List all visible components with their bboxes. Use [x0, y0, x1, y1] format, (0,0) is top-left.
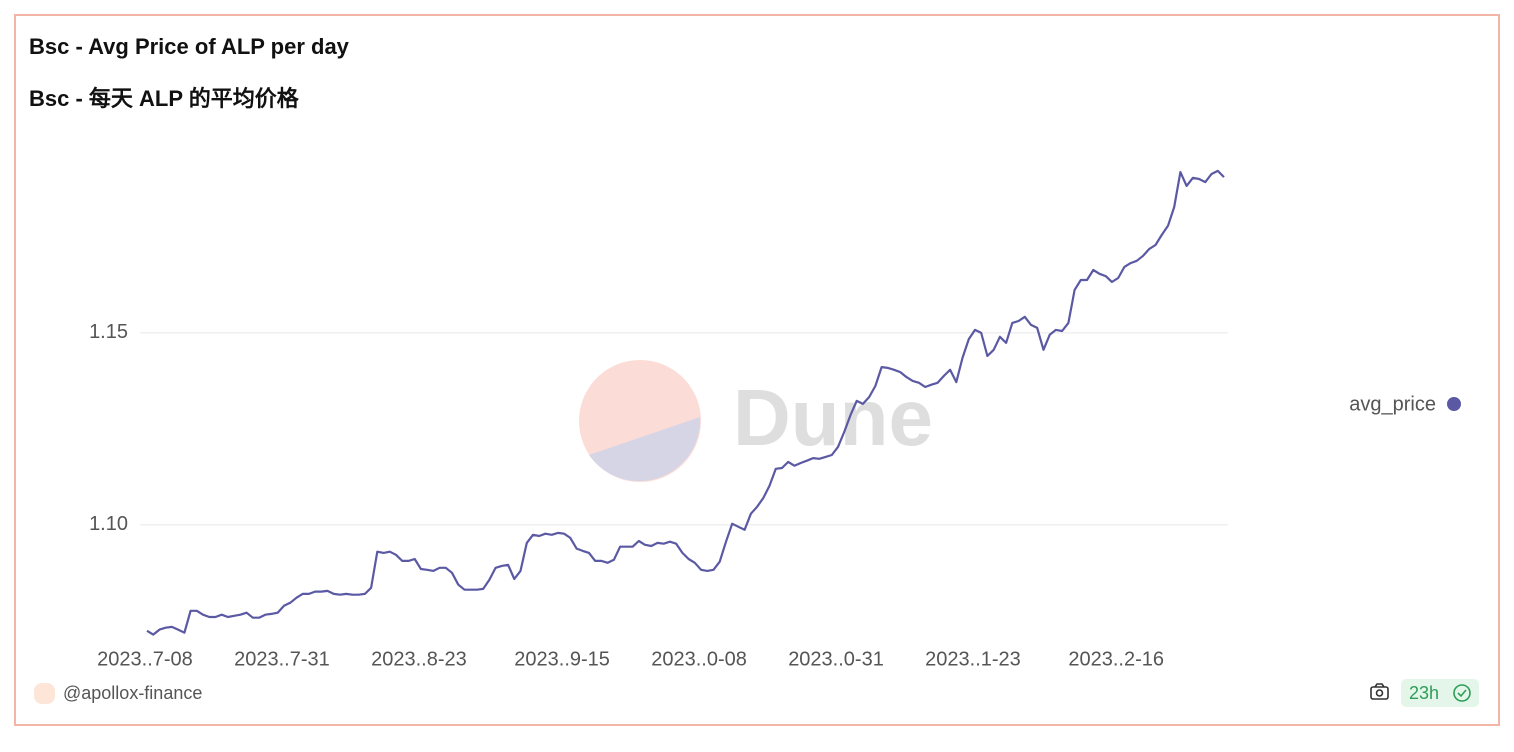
camera-icon[interactable] — [1370, 683, 1389, 700]
x-tick-label: 2023..7-31 — [234, 648, 330, 670]
age-text: 23h — [1409, 683, 1439, 703]
x-tick-label: 2023..9-15 — [514, 648, 610, 670]
x-tick-label: 2023..0-31 — [788, 648, 884, 670]
x-tick-label: 2023..2-16 — [1068, 648, 1164, 670]
legend-marker[interactable] — [1447, 397, 1461, 411]
x-tick-label: 2023..8-23 — [371, 648, 467, 670]
x-tick-label: 2023..7-08 — [97, 648, 193, 670]
watermark-logo-part — [589, 417, 701, 482]
legend-label[interactable]: avg_price — [1349, 393, 1436, 415]
x-tick-label: 2023..0-08 — [651, 648, 747, 670]
card-border — [14, 14, 1500, 726]
watermark-text: Dune — [733, 373, 933, 462]
author[interactable]: @apollox-finance — [63, 683, 202, 703]
y-tick-label: 1.10 — [89, 513, 128, 535]
chart-title: Bsc - Avg Price of ALP per day — [29, 34, 350, 59]
plot: 1.10 1.15 2023..7-08 2023..7-31 2023..8-23 20… — [89, 169, 1228, 670]
y-tick-label: 1.15 — [89, 321, 128, 343]
watermark: Dune — [579, 360, 933, 482]
check-mark — [1457, 689, 1467, 698]
x-tick-label: 2023..1-23 — [925, 648, 1021, 670]
check-icon — [1453, 684, 1471, 702]
avatar — [34, 683, 55, 704]
chart-subtitle: Bsc - 每天 ALP 的平均价格 — [29, 86, 300, 111]
series-line — [146, 169, 1225, 636]
